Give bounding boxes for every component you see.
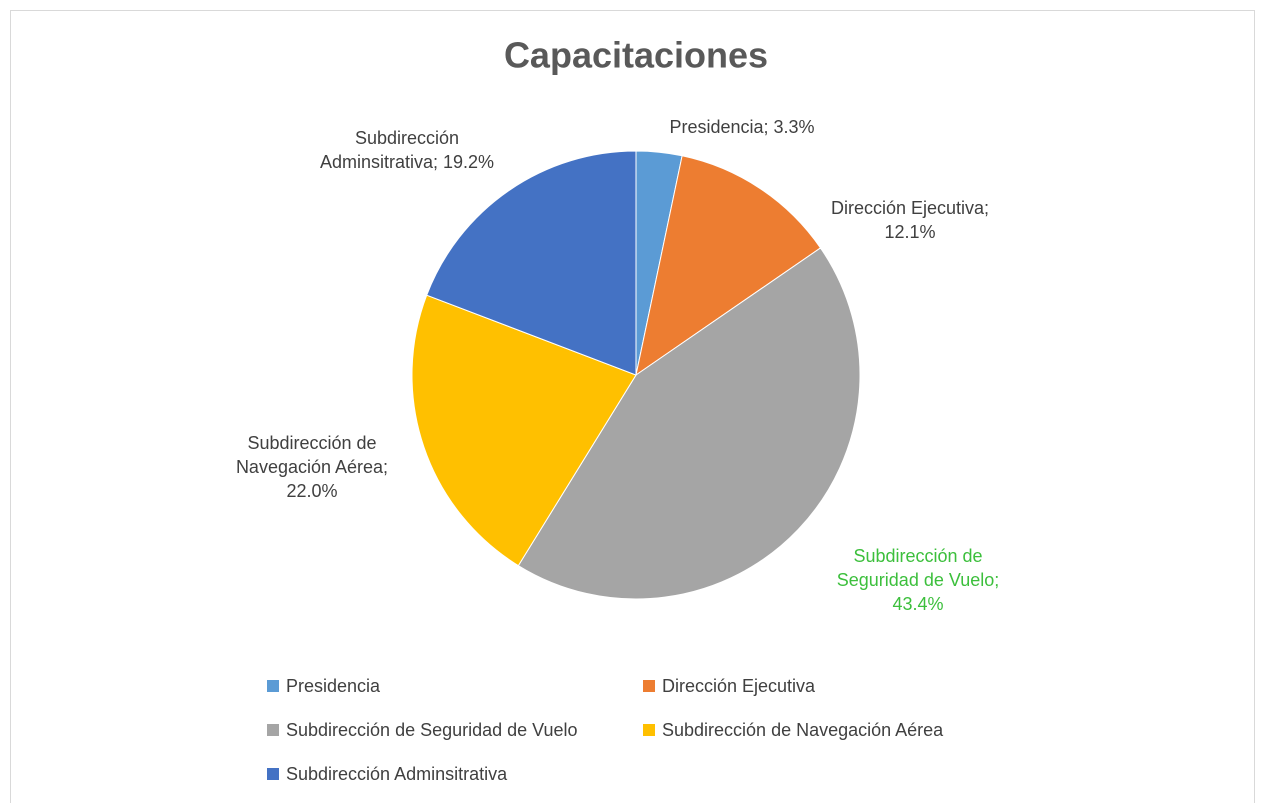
legend-label: Subdirección de Seguridad de Vuelo xyxy=(286,720,578,740)
data-label: Subdirección de Navegación Aérea; 22.0% xyxy=(235,433,389,501)
legend-label: Presidencia xyxy=(286,676,381,696)
pie-slice xyxy=(635,155,822,377)
data-label: Dirección Ejecutiva; 12.1% xyxy=(830,198,990,242)
legend-swatch xyxy=(267,680,279,692)
legend-swatch xyxy=(267,768,279,780)
legend-label: Subdirección de Navegación Aérea xyxy=(662,720,944,740)
data-label-box: Subdirección Adminsitrativa; 19.2% xyxy=(319,128,495,172)
data-label-box: Subdirección de Navegación Aérea; 22.0% xyxy=(235,433,389,501)
legend-label: Dirección Ejecutiva xyxy=(662,676,816,696)
data-label: Presidencia; 3.3% xyxy=(669,117,815,137)
legend-swatch xyxy=(267,724,279,736)
pie-slice xyxy=(426,150,637,376)
pie-slice xyxy=(411,294,637,567)
data-label-box: Presidencia; 3.3% xyxy=(669,117,815,137)
data-label-box: Subdirección de Seguridad de Vuelo; 43.4… xyxy=(836,546,1000,614)
data-label: Subdirección Adminsitrativa; 19.2% xyxy=(319,128,495,172)
legend-swatch xyxy=(643,724,655,736)
legend-label: Subdirección Adminsitrativa xyxy=(286,764,508,784)
chart-title: Capacitaciones xyxy=(504,35,768,76)
data-label-box: Dirección Ejecutiva; 12.1% xyxy=(830,198,990,242)
legend-swatch xyxy=(643,680,655,692)
pie-slice xyxy=(517,247,861,600)
data-label: Subdirección de Seguridad de Vuelo; 43.4… xyxy=(836,546,1000,614)
